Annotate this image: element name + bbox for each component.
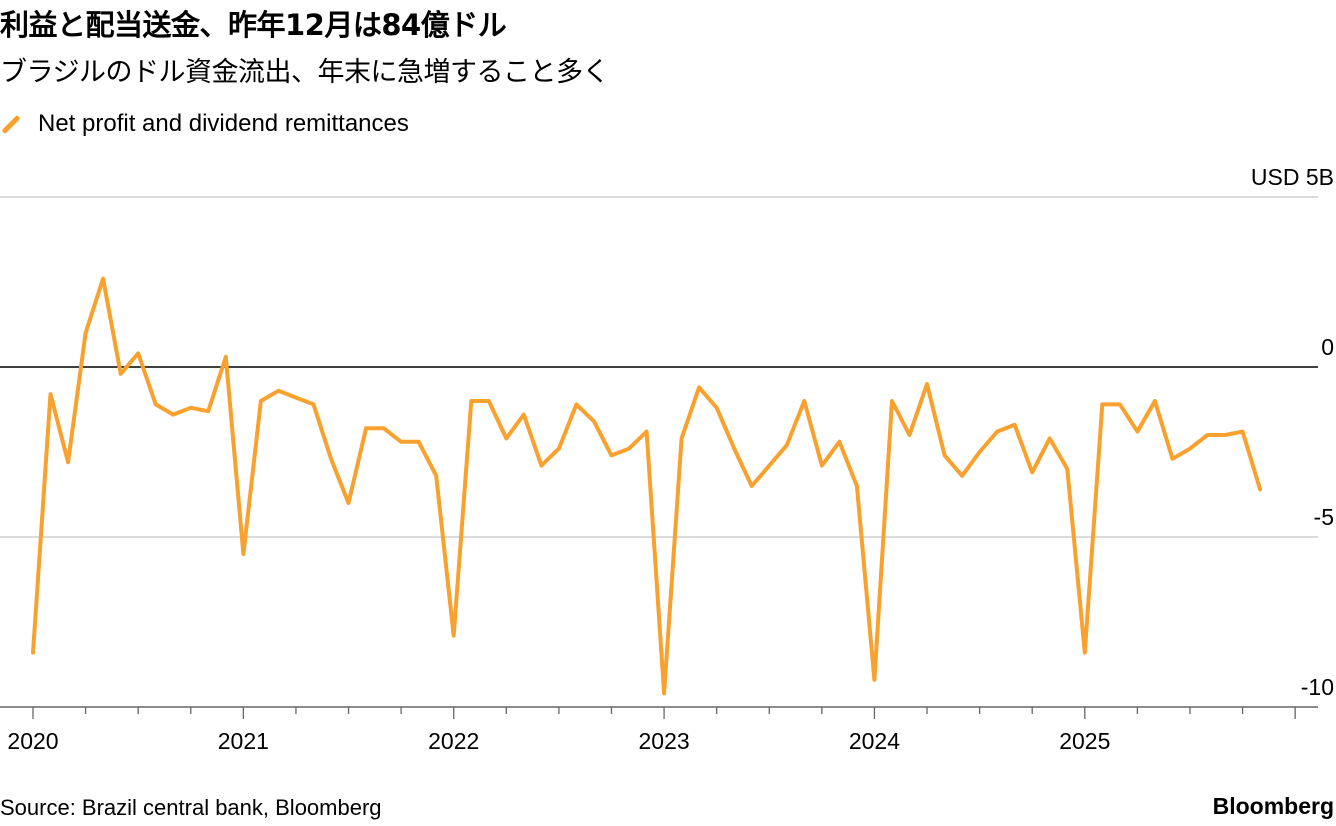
data-point <box>628 447 631 450</box>
data-point <box>67 461 70 464</box>
y-tick-label: -10 <box>1301 674 1334 700</box>
x-tick-label: 2025 <box>1059 728 1110 754</box>
data-point <box>522 413 525 416</box>
x-tick-label: 2024 <box>849 728 900 754</box>
data-point <box>400 440 403 443</box>
data-point <box>908 434 911 436</box>
legend-label: Net profit and dividend remittances <box>38 110 409 137</box>
data-point <box>540 464 543 467</box>
data-point <box>1101 403 1104 406</box>
data-point <box>417 440 420 443</box>
data-point <box>487 400 490 402</box>
data-point <box>365 427 368 430</box>
data-point <box>224 355 227 358</box>
data-point <box>154 403 157 406</box>
bloomberg-logo: Bloomberg <box>1212 793 1334 819</box>
data-point <box>1171 457 1174 460</box>
data-point <box>119 372 122 375</box>
x-tick-label: 2021 <box>218 728 269 754</box>
data-point <box>663 692 666 695</box>
data-point <box>1153 400 1156 402</box>
chart-subtitle: ブラジルのドル資金流出、年末に急増すること多く <box>0 57 609 88</box>
series-line <box>31 276 1263 696</box>
data-point <box>785 444 788 447</box>
y-tick-label: 0 <box>1321 334 1334 360</box>
data-point <box>1241 430 1244 433</box>
data-point <box>803 400 806 402</box>
data-point <box>137 352 140 355</box>
data-point <box>259 400 262 402</box>
data-point <box>1031 471 1034 474</box>
data-point <box>943 454 946 457</box>
data-point <box>1136 430 1139 433</box>
data-point <box>84 332 87 334</box>
data-point <box>557 447 560 450</box>
data-point <box>855 485 858 487</box>
data-point <box>32 651 34 654</box>
data-point <box>698 386 701 389</box>
x-tick-label: 2020 <box>7 728 58 754</box>
data-point <box>1259 488 1262 491</box>
data-point <box>1083 651 1086 654</box>
data-point <box>189 406 192 409</box>
data-point <box>680 437 683 440</box>
data-point <box>207 410 210 413</box>
data-point <box>1066 468 1069 470</box>
data-point <box>330 457 333 460</box>
data-point <box>470 400 473 402</box>
data-point <box>926 383 929 385</box>
data-point <box>1188 447 1191 450</box>
legend: Net profit and dividend remittances <box>0 110 409 138</box>
data-point <box>1013 423 1016 426</box>
data-point <box>768 464 771 467</box>
data-point <box>733 447 736 450</box>
data-point <box>294 396 297 399</box>
data-point <box>382 427 385 430</box>
data-point <box>978 451 981 453</box>
data-point <box>172 413 175 416</box>
data-point <box>961 474 964 477</box>
data-point <box>610 454 613 457</box>
y-tick-label: USD 5B <box>1251 164 1334 190</box>
x-tick-label: 2022 <box>428 728 479 754</box>
data-point <box>715 406 718 409</box>
source-note: Source: Brazil central bank, Bloomberg <box>0 795 382 820</box>
data-point <box>1206 434 1209 436</box>
data-point <box>592 420 595 423</box>
data-point <box>347 502 350 504</box>
data-point <box>49 393 52 396</box>
data-point <box>1224 434 1227 436</box>
y-tick-label: -5 <box>1314 504 1334 530</box>
chart-title: 利益と配当送金、昨年12月は84億ドル <box>0 8 507 42</box>
data-point <box>1048 437 1051 440</box>
data-point <box>312 403 315 406</box>
data-point <box>750 485 753 487</box>
data-point <box>873 678 876 681</box>
data-point <box>820 464 823 467</box>
data-point <box>277 389 280 392</box>
data-point <box>645 430 648 433</box>
data-point <box>452 634 455 637</box>
data-point <box>996 430 999 433</box>
data-point <box>890 400 893 402</box>
data-point <box>505 437 508 440</box>
x-tick-label: 2023 <box>638 728 689 754</box>
data-point <box>435 474 438 477</box>
data-point <box>838 440 841 443</box>
data-point <box>242 553 245 555</box>
data-point <box>1118 403 1121 406</box>
legend-swatch <box>1 114 21 134</box>
data-point <box>102 277 105 280</box>
data-point <box>575 403 578 406</box>
